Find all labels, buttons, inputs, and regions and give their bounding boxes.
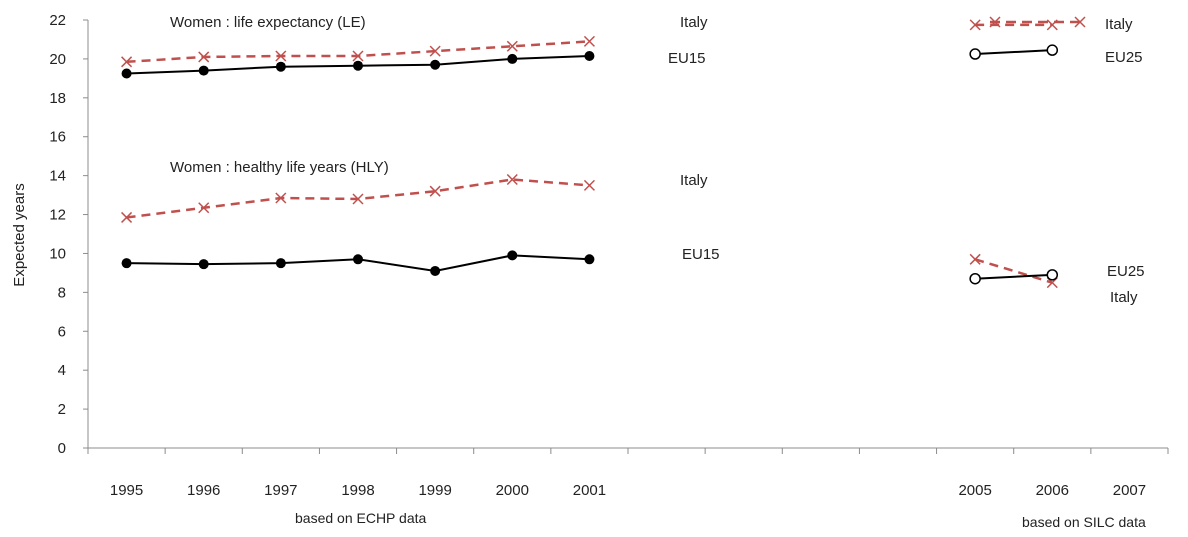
x-marker xyxy=(506,40,518,52)
hly-italy-right-label: Italy xyxy=(1110,289,1138,306)
x-marker xyxy=(121,211,133,223)
dot-marker xyxy=(121,258,132,269)
x-tick-label: 1999 xyxy=(418,482,451,499)
series-line-italy xyxy=(974,258,1053,284)
y-tick-label: 18 xyxy=(49,90,66,107)
y-tick-label: 2 xyxy=(58,401,66,418)
dot-marker xyxy=(430,59,441,70)
hly-eu25-end-label: EU25 xyxy=(1107,263,1145,280)
x-marker xyxy=(583,35,595,47)
y-tick-label: 14 xyxy=(49,168,66,185)
x-marker xyxy=(352,193,364,205)
x-marker xyxy=(275,50,287,62)
y-tick-label: 20 xyxy=(49,51,66,68)
hly-group-title: Women : healthy life years (HLY) xyxy=(170,159,389,176)
x-tick-label: 2006 xyxy=(1036,482,1069,499)
x-marker xyxy=(969,253,981,265)
x-marker xyxy=(198,51,210,63)
y-tick-label: 0 xyxy=(58,440,66,457)
x-tick-label: 2005 xyxy=(958,482,991,499)
x-tick-label: 1995 xyxy=(110,482,143,499)
x-marker xyxy=(583,179,595,191)
circle-marker xyxy=(1046,269,1059,281)
legend-eu25-label: EU25 xyxy=(1105,49,1143,66)
y-tick-label: 8 xyxy=(58,284,66,301)
x-marker xyxy=(198,202,210,214)
x-tick-label: 1996 xyxy=(187,482,220,499)
x-marker xyxy=(429,45,441,57)
x-marker xyxy=(121,56,133,68)
dot-marker xyxy=(430,265,441,276)
dot-marker xyxy=(584,254,595,265)
dot-marker xyxy=(353,60,363,71)
y-tick-label: 10 xyxy=(49,245,66,262)
le-italy-end-label: Italy xyxy=(680,14,708,31)
legend-italy-label: Italy xyxy=(1105,16,1133,33)
x-marker xyxy=(506,173,518,186)
hly-eu15-end-label: EU15 xyxy=(682,246,720,263)
y-axis-label: Expected years xyxy=(11,183,28,286)
x-marker xyxy=(275,192,287,204)
y-tick-label: 16 xyxy=(49,129,66,146)
axes: 0 2 4 6 8 10 12 14 16 18 20 22 1995 1996 1997 1998 1999 2… xyxy=(49,12,1169,499)
x-tick-label: 2001 xyxy=(573,482,606,499)
series-line-eu25 xyxy=(975,49,1053,56)
dot-marker xyxy=(198,65,209,76)
y-tick-label: 4 xyxy=(58,362,66,379)
dot-marker xyxy=(507,53,518,64)
legend: Italy EU25 xyxy=(990,16,1143,66)
source-echp: based on ECHP data xyxy=(295,510,426,526)
dot-marker xyxy=(198,259,209,270)
x-tick-label: 1998 xyxy=(341,482,374,499)
circle-marker xyxy=(1046,44,1059,56)
x-tick-label: 2007 xyxy=(1113,482,1146,499)
dot-marker xyxy=(584,50,595,61)
circle-marker xyxy=(969,272,981,285)
x-marker xyxy=(352,50,364,62)
series-lines xyxy=(126,23,1053,284)
source-silc: based on SILC data xyxy=(1022,514,1146,530)
circle-marker xyxy=(969,48,981,60)
dot-marker xyxy=(275,61,286,72)
y-tick-label: 12 xyxy=(49,207,66,224)
le-eu15-end-label: EU15 xyxy=(668,50,706,67)
dot-marker xyxy=(353,254,363,265)
le-group-title: Women : life expectancy (LE) xyxy=(170,14,366,31)
dot-marker xyxy=(121,68,132,79)
dot-marker xyxy=(507,250,518,261)
x-marker xyxy=(969,19,981,31)
hly-italy-end-label: Italy xyxy=(680,172,708,189)
y-tick-label: 6 xyxy=(58,323,66,340)
y-tick-label: 22 xyxy=(49,12,66,29)
x-tick-label: 1997 xyxy=(264,482,297,499)
x-marker xyxy=(429,185,441,197)
series-line-eu25 xyxy=(975,273,1053,280)
dot-marker xyxy=(275,258,286,269)
x-tick-label: 2000 xyxy=(496,482,529,499)
series-markers xyxy=(121,16,1086,289)
